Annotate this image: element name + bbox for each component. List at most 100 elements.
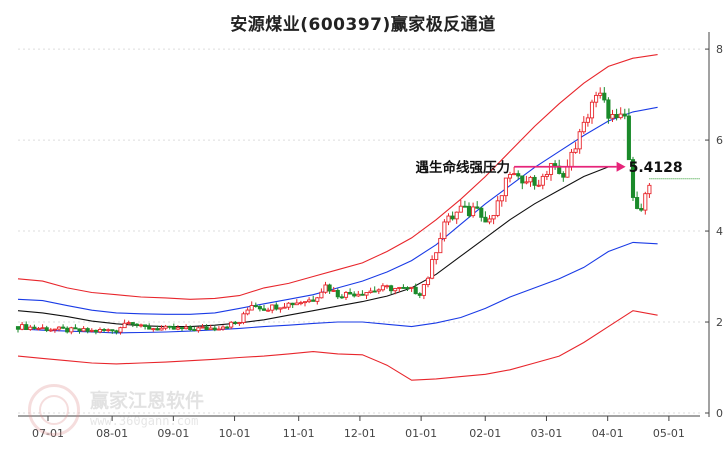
candle-body [319, 291, 324, 299]
candle-body [442, 221, 447, 239]
candle-body [626, 115, 631, 161]
candle-body [639, 208, 644, 211]
candle-body [573, 148, 578, 153]
candle-body [499, 195, 504, 202]
candle-body [44, 327, 49, 331]
candle-body [302, 301, 308, 304]
candle-body [594, 94, 599, 103]
lower-band-line [17, 241, 658, 334]
candle-body [36, 327, 41, 330]
candle-body [77, 328, 82, 332]
x-tick-label: 09-01 [157, 427, 189, 440]
candle-body [540, 175, 545, 186]
candle-body [479, 207, 484, 218]
candle-body [487, 218, 492, 223]
candle-body [200, 326, 205, 329]
candle-body [417, 293, 422, 296]
annotation-label: 遇生命线强压力 [416, 159, 511, 176]
candle-body [138, 324, 144, 327]
candle-body [32, 326, 37, 329]
candle-body [73, 327, 78, 330]
candle-body [368, 290, 373, 293]
candle-body [28, 326, 33, 331]
candle-body [569, 151, 574, 168]
candle-body [274, 304, 279, 310]
candle-body [372, 290, 377, 293]
candle-body [462, 205, 467, 208]
candle-body [163, 325, 168, 329]
candle-body [536, 184, 541, 187]
logo-icon [28, 384, 80, 436]
candle-body [323, 284, 328, 293]
candle-body [643, 193, 648, 211]
candle-body [261, 308, 267, 311]
candle-body [102, 329, 107, 331]
candle-body [565, 166, 570, 178]
candle-body [352, 293, 357, 297]
candle-body [458, 205, 463, 213]
candle-body [577, 131, 582, 150]
x-tick-label: 10-01 [219, 427, 251, 440]
y-tick-label: 2 [716, 316, 723, 329]
candle-body [167, 325, 172, 328]
candle-body [179, 327, 185, 330]
candle-body [278, 307, 283, 310]
candle-body [364, 292, 369, 296]
candle-body [126, 322, 131, 325]
x-tick-label: 05-01 [653, 427, 685, 440]
y-tick-label: 6 [716, 134, 723, 147]
candle-body [196, 327, 201, 332]
candle-body [606, 99, 611, 119]
candle-body [544, 173, 549, 177]
candle-body [65, 327, 70, 333]
candle-body [122, 322, 127, 329]
candle-body [397, 286, 402, 289]
bottom-band-line [17, 310, 658, 381]
candle-body [208, 327, 213, 330]
candle-body [229, 321, 234, 328]
candle-body [405, 287, 410, 289]
candle-body [553, 163, 558, 167]
candle-body [253, 305, 258, 307]
candle-body [69, 327, 74, 333]
x-tick-label: 12-01 [344, 427, 376, 440]
candle-body [233, 321, 238, 324]
candle-body [622, 113, 627, 117]
candle-body [327, 284, 332, 292]
candle-body [635, 197, 640, 209]
candle-body [151, 328, 156, 331]
candle-body [204, 326, 209, 330]
candle-body [15, 326, 21, 330]
candle-body [225, 326, 230, 329]
candle-body [581, 121, 586, 133]
candle-body [495, 200, 500, 216]
candle-body [589, 101, 595, 119]
band-lines [17, 54, 658, 381]
candle-body [343, 291, 349, 298]
candle-body [393, 288, 398, 292]
candle-body [286, 302, 291, 308]
candle-body [143, 324, 148, 327]
candle-body [360, 293, 365, 296]
candle-body [614, 114, 619, 119]
candle-body [524, 181, 529, 184]
candle-body [188, 326, 193, 331]
candle-body [159, 327, 164, 331]
center-line [17, 166, 609, 328]
candle-body [450, 215, 455, 220]
candle-body [307, 299, 312, 303]
candle-body [454, 211, 459, 220]
candle-body [430, 259, 435, 279]
candle-body [114, 330, 119, 333]
candle-body [516, 173, 521, 177]
y-tick-label: 8 [716, 43, 723, 56]
candle-body [89, 329, 94, 332]
candle-body [241, 313, 246, 324]
candle-body [598, 92, 603, 96]
y-axis: 0 2 4 6 8 [705, 32, 723, 420]
candle-body [237, 322, 242, 325]
candle-body [520, 175, 525, 184]
candle-body [40, 327, 45, 330]
candle-body [130, 322, 135, 325]
candle-body [425, 277, 431, 286]
